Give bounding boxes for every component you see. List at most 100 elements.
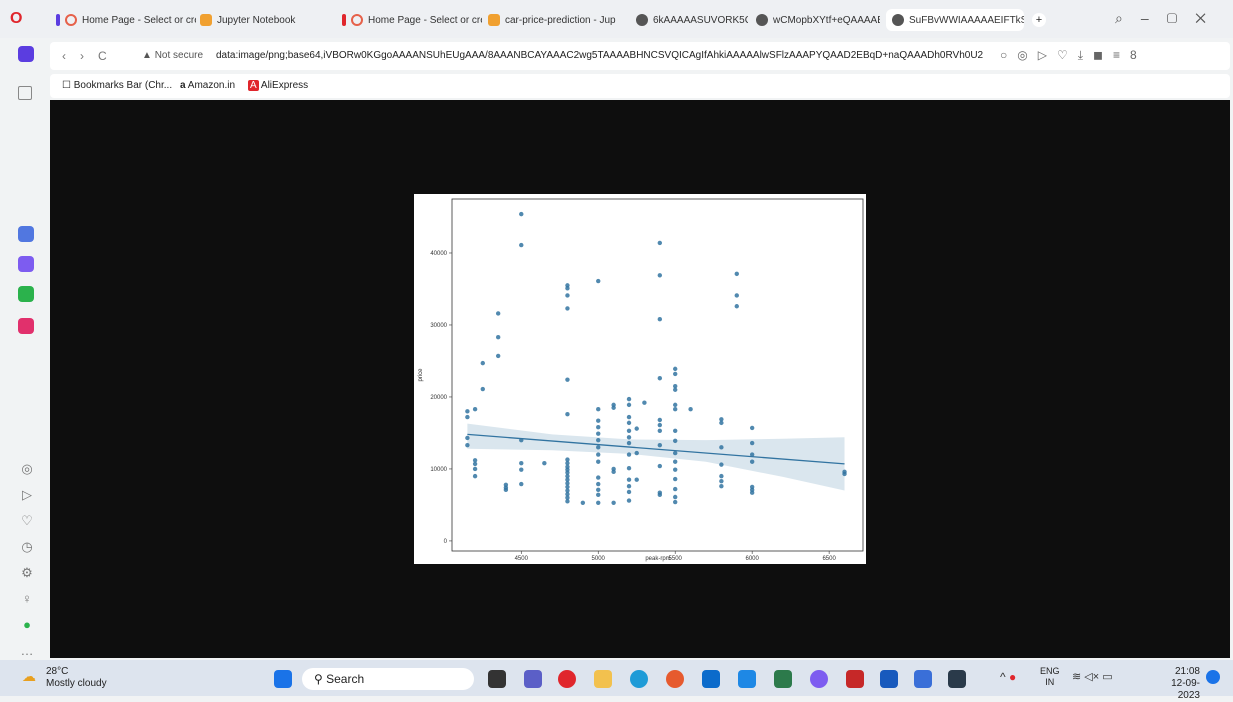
point <box>627 466 631 470</box>
tray-icons[interactable]: ^ ● <box>1000 670 1016 684</box>
active-tab[interactable]: SuFBvWWIAAAAAEIFTkSu <box>886 9 1024 31</box>
point <box>565 293 569 297</box>
point <box>473 462 477 466</box>
sidebar-icon[interactable] <box>18 46 34 62</box>
point <box>519 461 523 465</box>
point <box>658 241 662 245</box>
sidebar-icon[interactable] <box>18 86 32 100</box>
taskbar-app[interactable] <box>702 670 720 688</box>
nav-buttons[interactable]: ‹›C <box>62 49 121 63</box>
point <box>627 397 631 401</box>
sidebar-icon[interactable] <box>18 226 34 242</box>
sidebar-tools[interactable]: ◎▷♡◷⚙♀●… <box>20 456 34 664</box>
taskbar-app[interactable] <box>594 670 612 688</box>
y-tick-label: 30000 <box>430 323 447 329</box>
point <box>581 501 585 505</box>
tab[interactable]: wCMopbXYtf+eQAAAAB <box>756 9 880 31</box>
system-icons[interactable]: ≋ ◁× ▭ <box>1072 670 1113 683</box>
point <box>658 418 662 422</box>
point <box>673 407 677 411</box>
sidebar-icon[interactable] <box>18 286 34 302</box>
point <box>565 499 569 503</box>
url[interactable]: data:image/png;base64,iVBORw0KGgoAAAANSU… <box>216 50 996 61</box>
x-tick-label: 5000 <box>592 556 606 562</box>
new-tab[interactable]: + <box>1032 13 1046 27</box>
start-button[interactable] <box>274 670 292 688</box>
point <box>473 407 477 411</box>
sidebar-icon[interactable] <box>18 256 34 272</box>
point <box>596 452 600 456</box>
x-axis-label: peak-rpm <box>645 556 670 562</box>
point <box>673 477 677 481</box>
point <box>750 426 754 430</box>
point <box>658 429 662 433</box>
point <box>658 464 662 468</box>
point <box>542 461 546 465</box>
point <box>565 377 569 381</box>
point <box>627 403 631 407</box>
tab-title: car-price-prediction - Jup <box>505 15 616 26</box>
search-box[interactable]: ⚲ Search <box>302 668 474 690</box>
point <box>642 401 646 405</box>
point <box>596 475 600 479</box>
taskbar-app[interactable] <box>524 670 542 688</box>
x-tick-label: 4500 <box>515 556 529 562</box>
region-label: IN <box>1045 677 1054 687</box>
tab-title: Home Page - Select or cre <box>82 15 196 26</box>
tab[interactable]: Home Page - Select or cre <box>56 9 196 31</box>
y-tick-label: 40000 <box>430 251 447 257</box>
notification-badge[interactable] <box>1206 670 1220 684</box>
time: 21:08 <box>1175 666 1200 677</box>
point <box>627 435 631 439</box>
point <box>658 493 662 497</box>
language-label: ENG <box>1040 666 1060 676</box>
bookmark[interactable]: a Amazon.in <box>180 80 235 91</box>
browser-logo[interactable]: O <box>10 10 28 28</box>
point <box>496 335 500 339</box>
tab[interactable]: 6kAAAAASUVORK5CYII= <box>636 9 748 31</box>
point <box>719 421 723 425</box>
point <box>688 407 692 411</box>
point <box>473 467 477 471</box>
sidebar-icon[interactable] <box>18 318 34 334</box>
taskbar-app[interactable] <box>666 670 684 688</box>
taskbar-app[interactable] <box>914 670 932 688</box>
bookmark[interactable]: ☐ Bookmarks Bar (Chr... <box>62 80 172 91</box>
tab-title: 6kAAAAASUVORK5CYII= <box>653 15 748 26</box>
point <box>565 412 569 416</box>
point <box>596 488 600 492</box>
point <box>627 421 631 425</box>
point <box>658 273 662 277</box>
point <box>596 501 600 505</box>
toolbar-icons[interactable]: ○◎▷♡⤓◼≡8 <box>1000 48 1147 63</box>
taskbar-app[interactable] <box>810 670 828 688</box>
taskbar-app[interactable] <box>774 670 792 688</box>
point <box>627 429 631 433</box>
point <box>673 467 677 471</box>
taskbar-app[interactable] <box>880 670 898 688</box>
taskbar-app[interactable] <box>738 670 756 688</box>
security-label: Not secure <box>155 50 203 61</box>
point <box>673 388 677 392</box>
taskbar-app[interactable] <box>558 670 576 688</box>
point <box>627 490 631 494</box>
taskbar-app[interactable] <box>948 670 966 688</box>
x-tick-label: 6000 <box>745 556 759 562</box>
tab[interactable]: Home Page - Select or cre <box>342 9 482 31</box>
taskbar-app[interactable] <box>488 670 506 688</box>
bookmark[interactable]: A AliExpress <box>248 80 308 91</box>
taskbar-app[interactable] <box>630 670 648 688</box>
tab-title: Home Page - Select or cre <box>368 15 482 26</box>
tab[interactable]: Jupyter Notebook <box>200 9 320 31</box>
point <box>735 272 739 276</box>
point <box>611 406 615 410</box>
window-controls[interactable]: ⌕–▢✕ <box>1115 10 1224 27</box>
taskbar-app[interactable] <box>846 670 864 688</box>
tab[interactable]: car-price-prediction - Jup <box>488 9 628 31</box>
y-axis-label: price <box>418 368 424 382</box>
point <box>627 478 631 482</box>
weather-label: Mostly cloudy <box>46 678 107 689</box>
